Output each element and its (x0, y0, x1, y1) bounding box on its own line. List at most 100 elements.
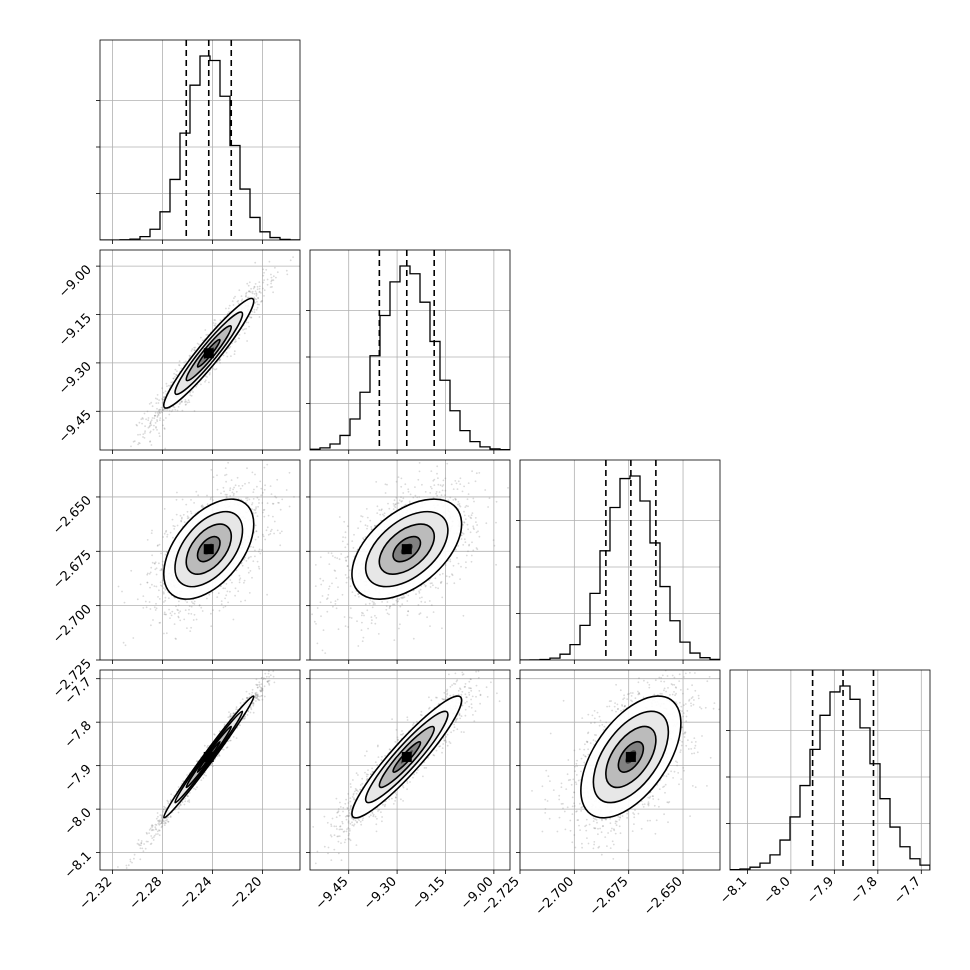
scatter-point (341, 540, 344, 543)
scatter-point (375, 481, 378, 483)
scatter-point (253, 293, 256, 295)
scatter-point (289, 259, 292, 262)
scatter-point (470, 560, 473, 563)
scatter-point (271, 286, 273, 288)
scatter-point (418, 470, 421, 473)
scatter-point (123, 601, 126, 604)
scatter-point (412, 496, 415, 499)
scatter-point (424, 585, 427, 588)
scatter-point (374, 524, 376, 527)
scatter-point (179, 610, 182, 613)
scatter-point (258, 281, 261, 283)
scatter-point (237, 302, 240, 305)
scatter-point (192, 391, 194, 393)
scatter-point (263, 295, 265, 297)
scatter-point (430, 487, 433, 490)
scatter-point (330, 601, 332, 604)
scatter-point (143, 437, 146, 439)
scatter-point (253, 308, 256, 311)
scatter-point (495, 500, 498, 503)
scatter-point (478, 472, 481, 474)
scatter-point (429, 492, 432, 494)
scatter-point (476, 524, 478, 526)
scatter-point (151, 561, 154, 564)
scatter-point (176, 524, 179, 527)
scatter-point (229, 345, 232, 348)
scatter-point (421, 596, 423, 599)
scatter-point (276, 271, 279, 274)
scatter-point (176, 491, 178, 494)
scatter-point (157, 402, 160, 404)
scatter-point (440, 494, 443, 497)
scatter-point (331, 555, 334, 557)
scatter-point (171, 409, 174, 411)
scatter-point (156, 419, 158, 421)
scatter-point (245, 690, 248, 693)
scatter-point (369, 519, 372, 522)
scatter-point (223, 490, 226, 493)
scatter-point (347, 576, 350, 578)
scatter-point (460, 534, 463, 537)
scatter-point (156, 416, 159, 418)
scatter-point (462, 544, 465, 546)
scatter-point (187, 795, 190, 797)
y-tick-label: −2.650 (50, 493, 95, 538)
scatter-point (153, 562, 156, 565)
scatter-point (269, 533, 272, 535)
scatter-point (360, 515, 362, 517)
scatter-point (160, 406, 163, 409)
scatter-point (464, 518, 467, 520)
scatter-point (260, 292, 262, 294)
scatter-point (256, 696, 259, 699)
scatter-point (418, 590, 420, 593)
scatter-point (313, 620, 316, 623)
scatter-point (168, 597, 170, 600)
scatter-point (189, 391, 191, 394)
scatter-point (156, 394, 159, 396)
scatter-point (262, 281, 265, 284)
scatter-point (251, 508, 253, 510)
scatter-point (474, 517, 477, 519)
scatter-point (165, 551, 168, 554)
scatter-point (149, 422, 152, 424)
scatter-point (460, 565, 462, 568)
scatter-point (210, 625, 213, 628)
scatter-point (156, 545, 159, 547)
scatter-point (407, 490, 410, 493)
scatter-point (158, 622, 161, 624)
scatter-point (211, 591, 214, 594)
scatter-point (142, 436, 144, 438)
scatter-point (261, 300, 264, 302)
scatter-point (397, 600, 399, 603)
scatter-point (462, 533, 465, 535)
scatter-point (200, 606, 203, 609)
scatter-point (435, 492, 437, 495)
scatter-point (150, 444, 153, 446)
scatter-point (159, 621, 162, 624)
scatter-point (256, 300, 258, 303)
scatter-point (334, 570, 337, 572)
scatter-point (256, 560, 259, 563)
panel-3-0: −2.32 −2.28 −2.24 −2.20−8.1−8.0−7.9−7.8−7.7 (62, 669, 301, 913)
scatter-point (248, 481, 250, 484)
scatter-point (187, 612, 190, 615)
scatter-point (155, 602, 157, 605)
scatter-point (225, 583, 228, 585)
scatter-point (507, 487, 509, 489)
scatter-point (457, 500, 460, 503)
scatter-point (247, 557, 250, 560)
scatter-point (178, 360, 181, 363)
scatter-point (346, 556, 349, 558)
scatter-point (218, 359, 221, 361)
scatter-point (332, 605, 334, 608)
scatter-point (231, 491, 234, 494)
scatter-point (257, 297, 260, 300)
scatter-point (249, 570, 252, 572)
panel-content (100, 40, 300, 240)
scatter-point (269, 485, 272, 487)
scatter-point (174, 368, 177, 371)
scatter-point (334, 603, 337, 605)
scatter-point (261, 694, 264, 697)
scatter-point (455, 548, 457, 551)
scatter-point (304, 561, 306, 563)
